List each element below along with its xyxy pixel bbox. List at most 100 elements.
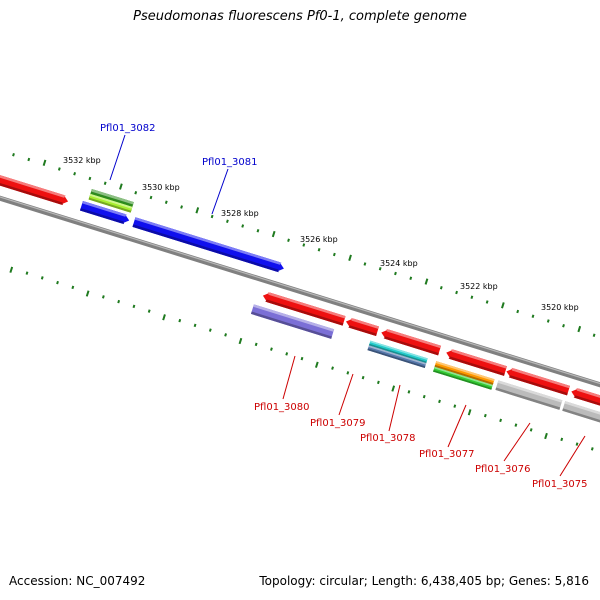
gene-label-pfl01-3080[interactable]: Pfl01_3080: [254, 355, 310, 413]
gene-label-pfl01-3079[interactable]: Pfl01_3079: [310, 373, 366, 429]
gene-pfl01-3081-block[interactable]: [132, 217, 284, 273]
gene-pfl01-3075-cog-band[interactable]: [562, 401, 600, 434]
major-tick: [9, 266, 14, 273]
gene-label-pfl01-3076[interactable]: Pfl01_3076: [475, 422, 531, 475]
minor-tick: [409, 276, 413, 280]
gene-pfl01-3079-block[interactable]: [346, 317, 379, 337]
svg-text:Pfl01_3081: Pfl01_3081: [202, 157, 258, 168]
gene-pfl01-3077-go-band[interactable]: [433, 366, 493, 390]
gene-label-pfl01-3078[interactable]: Pfl01_3078: [360, 384, 416, 444]
gene-label-pfl01-3081[interactable]: Pfl01_3081: [202, 157, 258, 215]
scale-label: 3522 kbp: [460, 282, 498, 291]
minor-tick: [224, 333, 228, 337]
minor-tick: [438, 399, 441, 404]
minor-tick: [575, 442, 579, 446]
minor-tick: [103, 181, 107, 185]
minor-tick: [178, 318, 182, 323]
minor-tick: [25, 271, 29, 275]
minor-tick: [40, 276, 44, 280]
minor-tick: [590, 447, 594, 451]
minor-tick: [300, 356, 304, 361]
minor-tick: [12, 153, 15, 157]
gene-pfl01-3078-go-band[interactable]: [367, 345, 427, 368]
scale-labels: 3532 kbp 3530 kbp 3528 kbp 3526 kbp 3524 kbp…: [63, 156, 579, 312]
svg-text:Pfl01_3075: Pfl01_3075: [532, 479, 588, 490]
minor-tick: [439, 286, 443, 290]
major-tick: [501, 302, 505, 309]
backbone-line: [0, 195, 600, 388]
gene-pfl01-3078-cog-band[interactable]: [368, 340, 428, 364]
minor-tick: [71, 285, 75, 290]
minor-tick: [101, 295, 105, 299]
minor-tick: [363, 262, 367, 266]
minor-tick: [208, 328, 212, 332]
major-tick: [195, 207, 200, 214]
scale-label: 3520 kbp: [541, 303, 579, 312]
minor-tick: [164, 200, 168, 204]
gene-pfl01-3082-cog-band[interactable]: [88, 193, 133, 213]
gene-pfl01-3075-block[interactable]: [571, 387, 600, 419]
gene-pfl01-3080-block[interactable]: [262, 292, 346, 326]
minor-tick: [317, 248, 321, 252]
minor-tick: [57, 167, 61, 171]
minor-tick: [376, 380, 380, 385]
gene-pfl01-3080-cog-band[interactable]: [250, 304, 335, 339]
accession-label: Accession: NC_007492: [9, 574, 146, 588]
gene-labels: Pfl01_3082 Pfl01_3081 Pfl01_3080Pfl01_3079…: [100, 123, 588, 490]
major-tick: [119, 183, 123, 190]
minor-tick: [453, 404, 457, 408]
minor-tick: [483, 413, 487, 418]
minor-tick: [407, 390, 411, 394]
minor-tick: [287, 238, 290, 242]
minor-tick: [592, 333, 596, 337]
gene-pfl01-3078-block[interactable]: [381, 328, 442, 356]
genome-backbone: [0, 195, 600, 388]
gene-pfl01-3076-cog-band[interactable]: [495, 380, 563, 410]
genome-summary: Topology: circular; Length: 6,438,405 bp…: [259, 574, 589, 588]
gene-label-pfl01-3075[interactable]: Pfl01_3075: [532, 435, 588, 490]
gene-label-pfl01-3082[interactable]: Pfl01_3082: [100, 123, 156, 181]
gene-features: [0, 171, 600, 434]
gene-pfl01-3076-block[interactable]: [506, 367, 570, 396]
minor-tick: [560, 437, 564, 442]
major-tick: [314, 361, 319, 368]
minor-tick: [88, 176, 92, 181]
minor-tick: [180, 205, 183, 209]
minor-tick: [332, 252, 336, 257]
scale-label: 3524 kbp: [380, 259, 418, 268]
minor-tick: [117, 299, 121, 304]
outer-tick-track: [12, 153, 596, 337]
major-tick: [162, 314, 166, 321]
minor-tick: [226, 219, 229, 223]
minor-tick: [378, 267, 382, 271]
minor-tick: [73, 172, 77, 176]
minor-tick: [134, 191, 138, 195]
minor-tick: [193, 323, 197, 328]
major-tick: [348, 254, 352, 261]
svg-text:Pfl01_3077: Pfl01_3077: [419, 449, 475, 460]
inner-tick-track: [9, 266, 594, 451]
minor-tick: [254, 342, 258, 347]
gene-label-pfl01-3077[interactable]: Pfl01_3077: [419, 404, 475, 460]
major-tick: [424, 278, 429, 285]
minor-tick: [361, 375, 365, 380]
gene-pfl01-3077-block[interactable]: [446, 349, 507, 376]
major-tick: [467, 409, 472, 416]
major-tick: [85, 290, 90, 297]
minor-tick: [485, 300, 489, 304]
minor-tick: [394, 271, 397, 276]
major-tick: [238, 337, 243, 345]
svg-text:Pfl01_3076: Pfl01_3076: [475, 464, 531, 475]
minor-tick: [499, 418, 503, 423]
gene-pfl01-3082-block[interactable]: [79, 200, 130, 225]
minor-tick: [132, 304, 136, 309]
minor-tick: [302, 243, 306, 247]
genome-title: Pseudomonas fluorescens Pf0-1, complete …: [133, 9, 467, 24]
major-tick: [577, 325, 582, 333]
scale-label: 3526 kbp: [300, 235, 338, 244]
svg-text:Pfl01_3079: Pfl01_3079: [310, 418, 366, 429]
gene-block-red-left[interactable]: [0, 171, 69, 206]
gene-pfl01-3077-cog-band[interactable]: [434, 361, 495, 385]
